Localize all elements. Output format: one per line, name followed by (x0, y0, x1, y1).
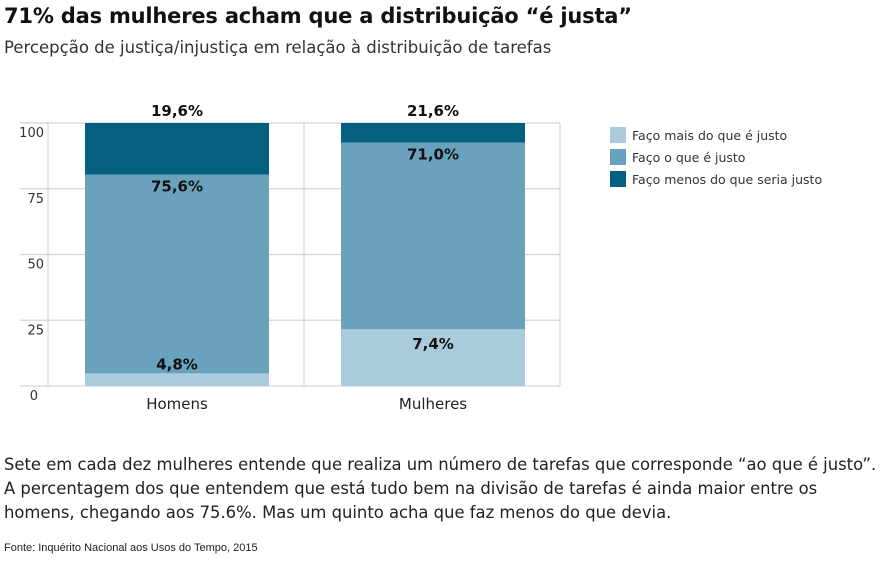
x-tick-label: Mulheres (399, 395, 467, 413)
legend-label: Faço menos do que seria justo (632, 171, 823, 187)
x-tick-label: Homens (146, 395, 208, 413)
chart-subtitle: Percepção de justiça/injustiça em relaçã… (4, 38, 552, 57)
description: Sete em cada dez mulheres entende que re… (4, 455, 877, 522)
legend-label: Faço o que é justo (632, 149, 746, 165)
data-label: 21,6% (407, 102, 459, 120)
legend: Faço mais do que é justo Faço o que é ju… (610, 124, 822, 190)
legend-swatch (610, 127, 626, 143)
bar-segment (341, 142, 525, 330)
bar-segment (85, 123, 269, 175)
data-label: 71,0% (407, 145, 459, 163)
chart-title: 71% das mulheres acham que a distribuiçã… (4, 4, 632, 28)
bar-segment (85, 174, 269, 374)
source-note: Fonte: Inquérito Nacional aos Usos do Te… (4, 542, 258, 554)
legend-item: Faço menos do que seria justo (610, 168, 822, 190)
legend-label: Faço mais do que é justo (632, 127, 788, 143)
data-label: 19,6% (151, 102, 203, 120)
bar-segment (341, 123, 525, 143)
data-label: 75,6% (151, 178, 203, 196)
legend-swatch (610, 171, 626, 187)
bar-segment (341, 329, 525, 386)
stacked-bar-chart: 0 25 50 75 100 19,6% 75,6% 4,8% Homens 21,6% 71,0%… (19, 102, 561, 413)
bar-segment (85, 373, 269, 386)
y-tick-label: 50 (27, 258, 44, 273)
legend-swatch (610, 149, 626, 165)
data-label: 4,8% (156, 355, 198, 373)
y-tick-label: 75 (27, 192, 44, 207)
data-label: 7,4% (412, 335, 454, 353)
y-tick-label: 25 (27, 323, 44, 338)
legend-item: Faço mais do que é justo (610, 124, 822, 146)
y-tick-label: 0 (30, 389, 38, 404)
y-tick-label: 100 (19, 126, 44, 141)
legend-item: Faço o que é justo (610, 146, 822, 168)
